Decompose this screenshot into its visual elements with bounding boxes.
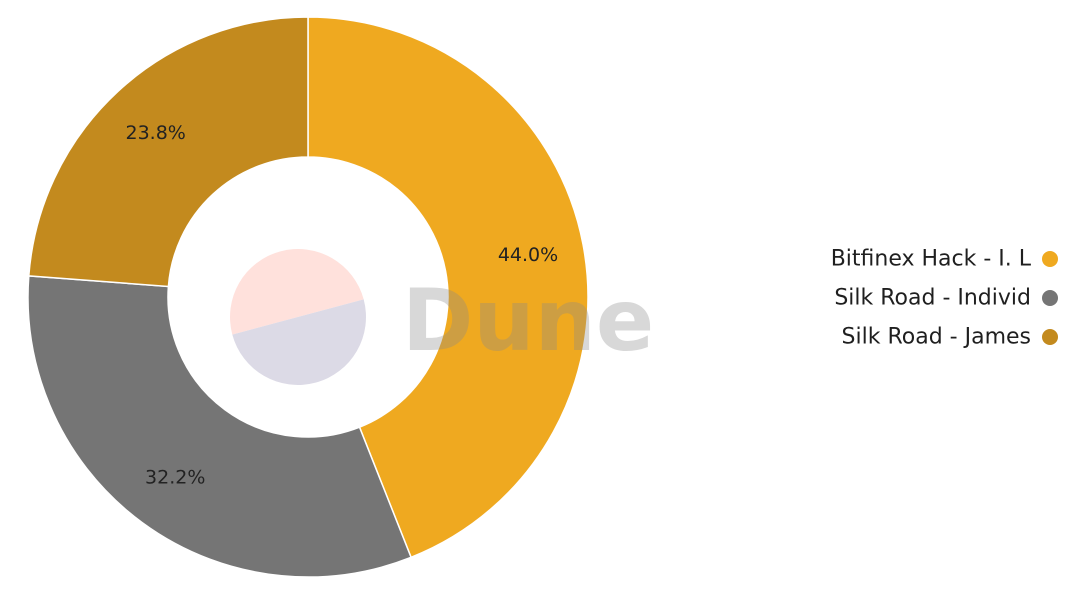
donut-slice-1[interactable] [307,16,589,559]
legend-item-1[interactable]: Bitfinex Hack - I. L [831,247,1058,272]
slice-value-label-1: 44.0% [498,244,558,266]
donut-slice-2[interactable] [27,275,413,578]
legend-swatch [1042,290,1058,306]
slice-labels: 44.0% 32.2% 23.8% [126,122,559,489]
legend-swatch [1042,251,1058,267]
legend: Bitfinex Hack - I. L Silk Road - Individ S… [831,247,1058,350]
legend-item-3[interactable]: Silk Road - James [842,325,1058,350]
legend-swatch [1042,329,1058,345]
donut-slices [27,16,589,578]
slice-value-label-3: 23.8% [126,122,186,144]
dune-watermark-text: Dune [402,271,654,371]
dune-watermark: Dune [230,249,654,385]
dune-logo-icon [230,249,366,385]
legend-item-2[interactable]: Silk Road - Individ [834,286,1058,311]
dune-logo-bottom-half [232,299,366,385]
legend-label: Bitfinex Hack - I. L [831,247,1032,272]
legend-label: Silk Road - Individ [834,286,1031,311]
slice-value-label-2: 32.2% [145,466,205,488]
legend-label: Silk Road - James [842,325,1031,350]
donut-slice-3[interactable] [27,16,309,288]
dune-logo-top-half [230,249,364,335]
